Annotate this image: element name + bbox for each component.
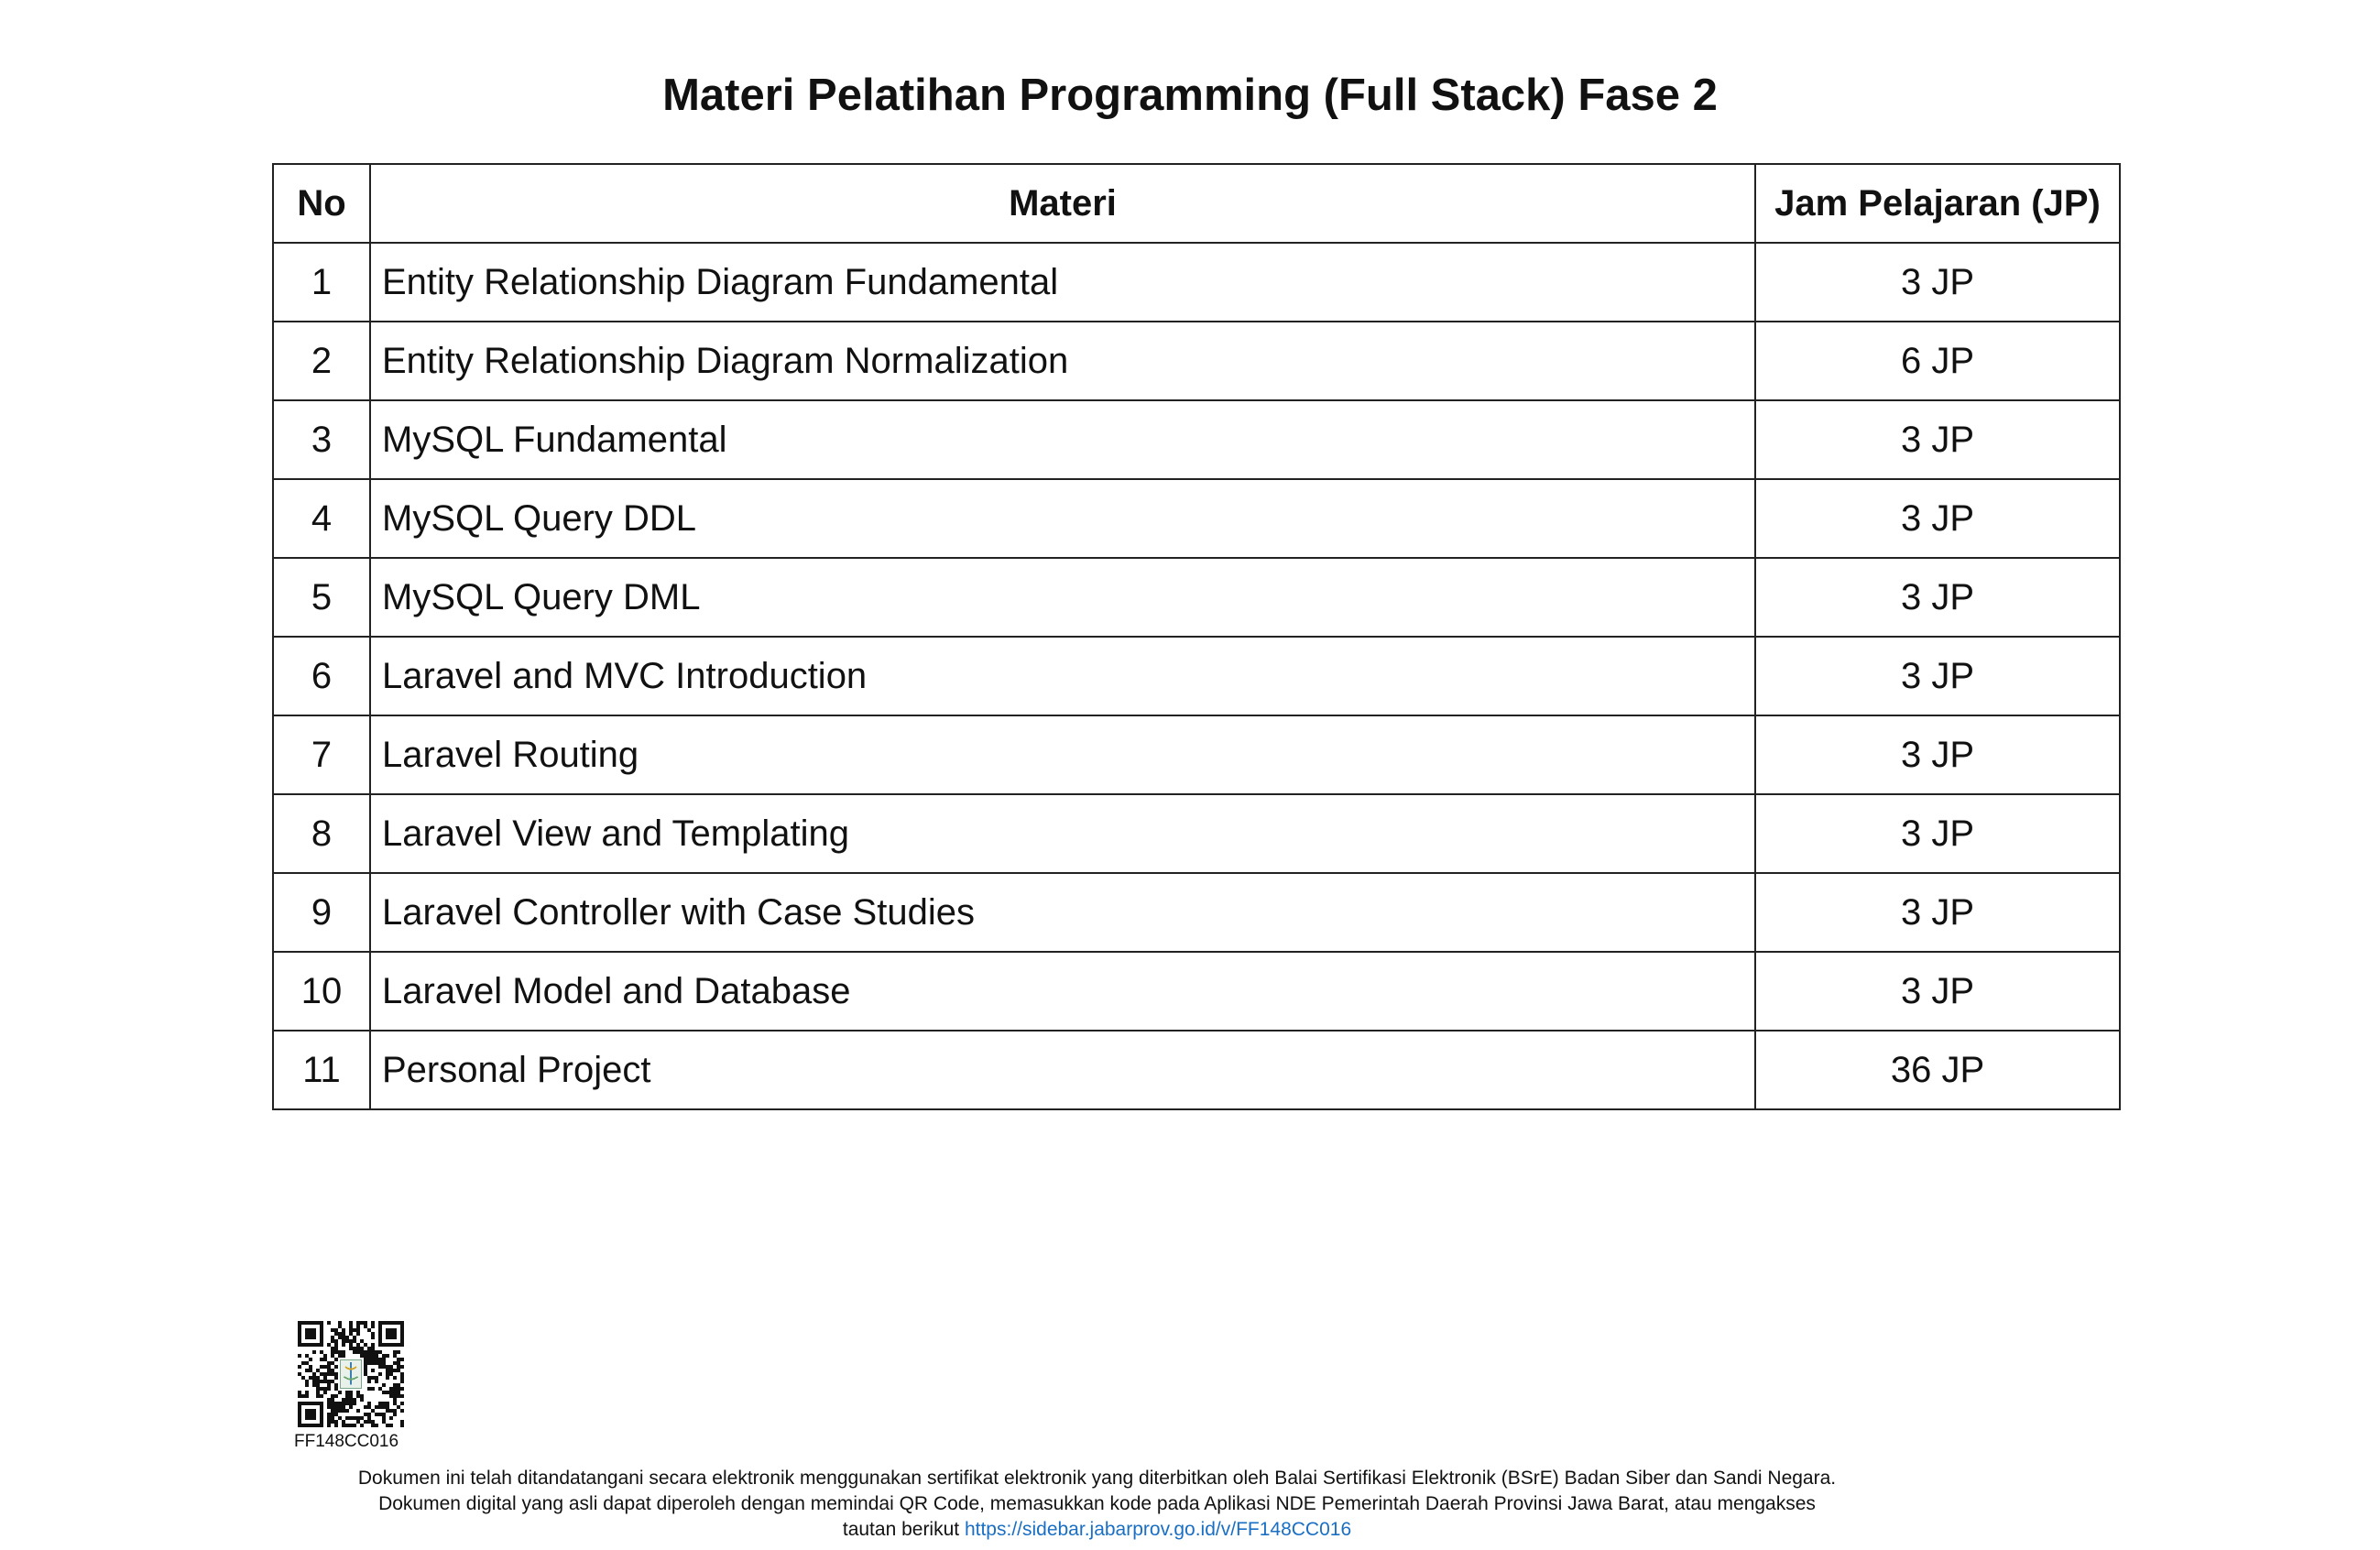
notice-line-3: tautan berikut https://sidebar.jabarprov… bbox=[0, 1517, 2194, 1543]
row-jp: 3 JP bbox=[1754, 793, 2121, 874]
row-number: 3 bbox=[272, 399, 371, 480]
table-header-row: No Materi Jam Pelajaran (JP) bbox=[272, 163, 2121, 244]
table-row: 3 MySQL Fundamental 3 JP bbox=[272, 399, 2121, 480]
table-row: 7 Laravel Routing 3 JP bbox=[272, 715, 2121, 795]
row-materi: Laravel and MVC Introduction bbox=[369, 636, 1756, 716]
row-jp: 3 JP bbox=[1754, 951, 2121, 1032]
qr-code bbox=[298, 1321, 404, 1427]
table-row: 9 Laravel Controller with Case Studies 3… bbox=[272, 872, 2121, 953]
document-code: FF148CC016 bbox=[294, 1432, 399, 1451]
row-jp: 36 JP bbox=[1754, 1030, 2121, 1110]
row-number: 2 bbox=[272, 321, 371, 401]
notice-line-3-prefix: tautan berikut bbox=[842, 1519, 965, 1540]
table-row: 2 Entity Relationship Diagram Normalizat… bbox=[272, 321, 2121, 401]
row-jp: 3 JP bbox=[1754, 478, 2121, 559]
row-materi: Laravel View and Templating bbox=[369, 793, 1756, 874]
e-signature-notice: Dokumen ini telah ditandatangani secara … bbox=[0, 1466, 2194, 1543]
verification-link[interactable]: https://sidebar.jabarprov.go.id/v/FF148C… bbox=[964, 1519, 1352, 1540]
table-row: 4 MySQL Query DDL 3 JP bbox=[272, 478, 2121, 559]
row-materi: Entity Relationship Diagram Fundamental bbox=[369, 242, 1756, 322]
row-number: 6 bbox=[272, 636, 371, 716]
page-title: Materi Pelatihan Programming (Full Stack… bbox=[662, 71, 1718, 120]
row-jp: 6 JP bbox=[1754, 321, 2121, 401]
row-jp: 3 JP bbox=[1754, 242, 2121, 322]
table-row: 5 MySQL Query DML 3 JP bbox=[272, 557, 2121, 638]
row-materi: Entity Relationship Diagram Normalizatio… bbox=[369, 321, 1756, 401]
row-jp: 3 JP bbox=[1754, 557, 2121, 638]
jabar-emblem-icon bbox=[338, 1358, 364, 1391]
row-number: 9 bbox=[272, 872, 371, 953]
table-row: 10 Laravel Model and Database 3 JP bbox=[272, 951, 2121, 1032]
notice-line-2: Dokumen digital yang asli dapat diperole… bbox=[378, 1493, 1816, 1514]
row-materi: MySQL Query DDL bbox=[369, 478, 1756, 559]
table-row: 11 Personal Project 36 JP bbox=[272, 1030, 2121, 1110]
row-number: 10 bbox=[272, 951, 371, 1032]
row-number: 4 bbox=[272, 478, 371, 559]
notice-line-1: Dokumen ini telah ditandatangani secara … bbox=[357, 1468, 1837, 1489]
header-materi: Materi bbox=[369, 163, 1756, 244]
row-jp: 3 JP bbox=[1754, 399, 2121, 480]
row-number: 11 bbox=[272, 1030, 371, 1110]
row-materi: Personal Project bbox=[369, 1030, 1756, 1110]
header-jp: Jam Pelajaran (JP) bbox=[1754, 163, 2121, 244]
row-number: 5 bbox=[272, 557, 371, 638]
table-row: 1 Entity Relationship Diagram Fundamenta… bbox=[272, 242, 2121, 322]
row-number: 1 bbox=[272, 242, 371, 322]
row-materi: MySQL Fundamental bbox=[369, 399, 1756, 480]
row-number: 7 bbox=[272, 715, 371, 795]
table-row: 8 Laravel View and Templating 3 JP bbox=[272, 793, 2121, 874]
row-materi: Laravel Routing bbox=[369, 715, 1756, 795]
row-jp: 3 JP bbox=[1754, 872, 2121, 953]
row-jp: 3 JP bbox=[1754, 715, 2121, 795]
row-jp: 3 JP bbox=[1754, 636, 2121, 716]
row-materi: MySQL Query DML bbox=[369, 557, 1756, 638]
row-materi: Laravel Model and Database bbox=[369, 951, 1756, 1032]
table-row: 6 Laravel and MVC Introduction 3 JP bbox=[272, 636, 2121, 716]
header-no: No bbox=[272, 163, 371, 244]
row-materi: Laravel Controller with Case Studies bbox=[369, 872, 1756, 953]
training-materials-table: No Materi Jam Pelajaran (JP) 1 Entity Re… bbox=[272, 163, 2121, 1110]
row-number: 8 bbox=[272, 793, 371, 874]
